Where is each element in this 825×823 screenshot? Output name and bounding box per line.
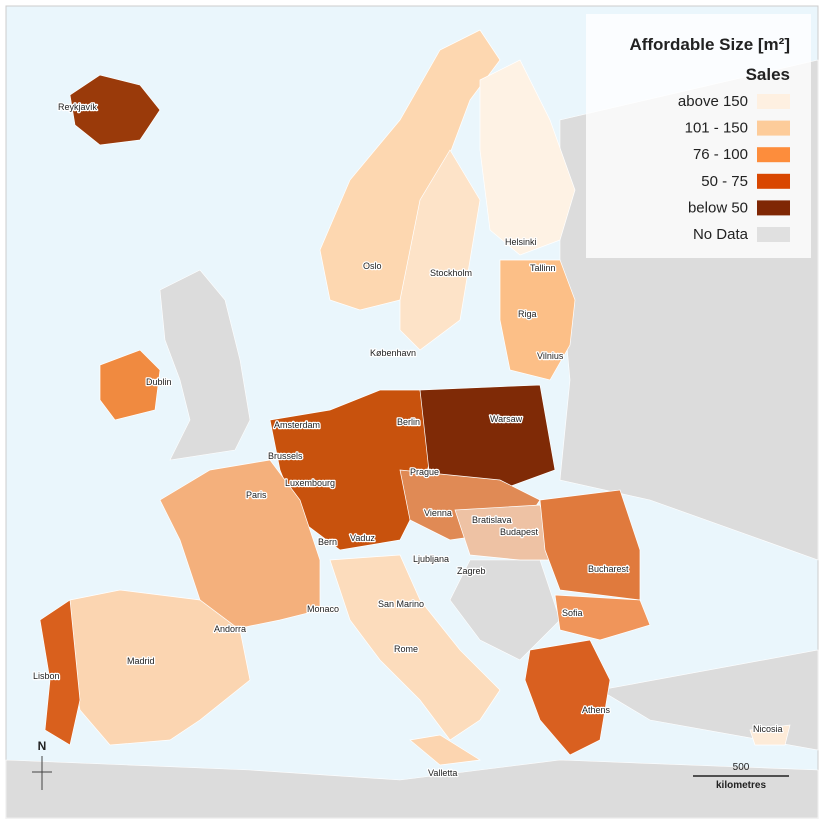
legend-swatch: [757, 173, 790, 189]
city-label: Rome: [394, 644, 418, 654]
city-label: Sofia: [562, 608, 583, 618]
city-label: Warsaw: [490, 414, 523, 424]
legend-subtitle: Sales: [746, 65, 790, 84]
city-label: Vaduz: [350, 533, 375, 543]
scale-unit: kilometres: [716, 780, 766, 791]
legend-title: Affordable Size [m²]: [629, 35, 790, 54]
city-label: Budapest: [500, 527, 539, 537]
scale-bar: 500 kilometres: [693, 762, 789, 791]
legend-label: below 50: [688, 199, 748, 216]
city-label: Reykjavík: [58, 102, 98, 112]
city-label: Ljubljana: [413, 554, 449, 564]
land-no-data: [5, 59, 819, 819]
city-label: Stockholm: [430, 268, 472, 278]
city-label: Andorra: [214, 624, 246, 634]
city-label: Athens: [582, 705, 611, 715]
north-arrow: N: [32, 739, 52, 790]
city-label: København: [370, 348, 416, 358]
city-label: Riga: [518, 309, 537, 319]
land-data: [39, 29, 791, 766]
legend-items: above 150 101 - 150 76 - 100 50 - 75 below 5…: [678, 93, 790, 243]
city-label: Zagreb: [457, 566, 486, 576]
city-label: Amsterdam: [274, 420, 320, 430]
city-label: Bucharest: [588, 564, 629, 574]
city-label: San Marino: [378, 599, 424, 609]
legend-label: 76 - 100: [693, 146, 748, 163]
legend-swatch: [757, 227, 790, 242]
city-label: Luxembourg: [285, 478, 335, 488]
north-label: N: [38, 739, 47, 753]
legend-swatch: [757, 200, 790, 216]
legend-swatch: [757, 120, 790, 136]
city-label: Bern: [318, 537, 337, 547]
city-label: Vilnius: [537, 351, 564, 361]
city-label: Berlin: [397, 417, 420, 427]
city-label: Vienna: [424, 508, 452, 518]
city-label: Dublin: [146, 377, 172, 387]
city-label: Bratislava: [472, 515, 512, 525]
scale-value: 500: [733, 762, 750, 773]
city-label: Brussels: [268, 451, 303, 461]
city-label: Nicosia: [753, 724, 783, 734]
city-label: Lisbon: [33, 671, 60, 681]
city-labels: Reykjavík Oslo Stockholm Helsinki Tallin…: [32, 101, 784, 780]
city-label: Monaco: [307, 604, 339, 614]
legend-swatch: [757, 94, 790, 109]
city-label: Helsinki: [505, 237, 537, 247]
city-label: Oslo: [363, 261, 382, 271]
legend-label: above 150: [678, 93, 748, 110]
city-label: Prague: [410, 467, 439, 477]
legend-label: No Data: [693, 226, 749, 243]
city-label: Madrid: [127, 656, 155, 666]
legend-label: 50 - 75: [701, 173, 748, 190]
legend-swatch: [757, 147, 790, 163]
city-label: Tallinn: [530, 263, 556, 273]
legend-box: [586, 14, 811, 258]
city-label: Paris: [246, 490, 267, 500]
legend-label: 101 - 150: [685, 120, 748, 137]
city-label: Valletta: [428, 768, 457, 778]
